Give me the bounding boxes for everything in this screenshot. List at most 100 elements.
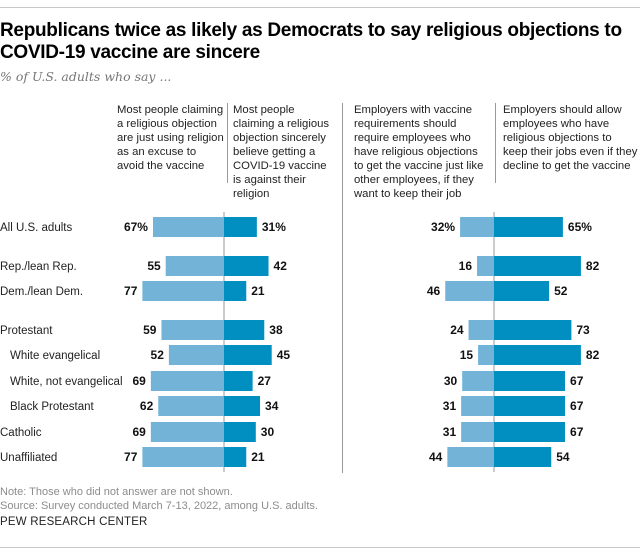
bar-left-panel2 [477,256,494,276]
data-label-left-panel1: 77 [124,450,138,464]
bar-right-panel2 [494,256,581,276]
bar-left-panel1 [168,345,224,365]
bar-left-panel1 [165,256,224,276]
data-label-left-panel1: 52 [151,348,165,362]
chart-source: Source: Survey conducted March 7-13, 202… [0,500,318,512]
brand-label: PEW RESEARCH CENTER [0,516,148,528]
bar-right-panel1 [224,281,247,301]
category-label: Protestant [0,325,53,337]
header-panel1-left: Most people claiming a religious objectio… [117,103,227,173]
data-label-left-panel2: 30 [444,374,458,388]
bar-right-panel2 [494,217,563,237]
bar-left-panel2 [468,320,494,340]
data-label-left-panel2: 15 [460,348,474,362]
chart-subtitle: % of U.S. adults who say ... [0,69,172,84]
data-label-left-panel2: 32% [431,220,455,234]
data-label-right-panel2: 73 [576,323,590,337]
header-panel2-left: Employers with vaccine requirements shoul… [354,103,494,201]
bar-right-panel1 [224,447,247,467]
bar-right-panel1 [224,320,265,340]
header-line: have religious objections [354,146,478,158]
header-panel1-right: Most people claiming a religious objection… [233,103,343,201]
data-label-left-panel2: 24 [450,323,464,337]
bar-left-panel2 [460,217,494,237]
data-label-right-panel2: 52 [554,284,568,298]
header-line: a religious objection [117,118,217,130]
data-label-right-panel1: 45 [277,348,291,362]
bar-right-panel2 [494,396,566,416]
bar-left-panel1 [150,371,224,391]
header-line: employees who have [503,118,610,130]
data-label-right-panel1: 30 [261,425,275,439]
bar-right-panel2 [494,345,581,365]
bar-right-panel1 [224,345,272,365]
category-label: Rep./lean Rep. [0,261,77,273]
header-divider-1 [227,103,228,183]
category-label: White, not evangelical [10,376,123,388]
category-label: Dem./lean Dem. [0,286,83,298]
data-label-left-panel1: 69 [133,374,147,388]
header-line: avoid the vaccine [117,160,205,172]
bar-left-panel1 [161,320,224,340]
header-line: other employees, if they [354,174,474,186]
header-line: Employers should allow [503,104,622,116]
data-label-right-panel1: 34 [265,399,279,413]
header-line: requirements should [354,118,457,130]
data-label-left-panel1: 69 [133,425,147,439]
header-line: decline to get the vaccine [503,160,631,172]
data-label-right-panel2: 65% [568,220,592,234]
chart-note: Note: Those who did not answer are not s… [0,486,233,498]
header-line: Most people claiming [117,104,224,116]
bar-left-panel2 [462,371,494,391]
bar-right-panel1 [224,217,257,237]
header-line: keep their jobs even if they [503,146,638,158]
category-label: Catholic [0,427,42,439]
bar-right-panel1 [224,396,261,416]
data-label-left-panel1: 62 [140,399,154,413]
bar-right-panel2 [494,371,566,391]
top-rule [0,7,640,8]
bar-right-panel2 [494,281,550,301]
header-line: to get the vaccine just like [354,160,484,172]
panel-divider [342,103,343,473]
data-label-left-panel1: 77 [124,284,138,298]
header-line: is against their [233,174,306,186]
header-line: want to keep their job [354,188,462,200]
header-line: Most people [233,104,295,116]
bar-left-panel1 [150,422,224,442]
data-label-left-panel1: 55 [147,259,161,273]
bar-left-panel2 [478,345,494,365]
data-label-left-panel2: 16 [459,259,473,273]
data-label-left-panel1: 59 [143,323,157,337]
data-label-right-panel1: 27 [258,374,272,388]
bar-right-panel1 [224,371,253,391]
data-label-right-panel1: 21 [251,450,265,464]
header-line: claiming a religious [233,118,330,130]
bar-left-panel1 [142,281,224,301]
chart-title: Republicans twice as likely as Democrats… [0,20,622,63]
data-label-left-panel2: 31 [443,399,457,413]
data-label-right-panel1: 21 [251,284,265,298]
header-line: believe getting a [233,146,316,158]
header-line: are just using religion [117,132,224,144]
bar-right-panel2 [494,320,572,340]
bottom-rule [0,547,640,548]
category-label: White evangelical [10,350,100,362]
data-label-right-panel2: 67 [570,425,584,439]
header-divider-2 [495,103,496,183]
bar-right-panel2 [494,422,566,442]
bar-left-panel1 [152,217,224,237]
data-label-right-panel1: 42 [274,259,288,273]
header-line: as an excuse to [117,146,197,158]
category-label: Black Protestant [10,401,95,413]
data-label-right-panel2: 67 [570,399,584,413]
data-label-left-panel2: 44 [429,450,443,464]
data-label-right-panel2: 82 [586,348,600,362]
data-label-left-panel1: 67% [124,220,148,234]
header-line: Employers with vaccine [354,104,473,116]
bar-left-panel2 [445,281,494,301]
data-label-right-panel2: 67 [570,374,584,388]
bar-right-panel1 [224,422,256,442]
bar-right-panel2 [494,447,552,467]
